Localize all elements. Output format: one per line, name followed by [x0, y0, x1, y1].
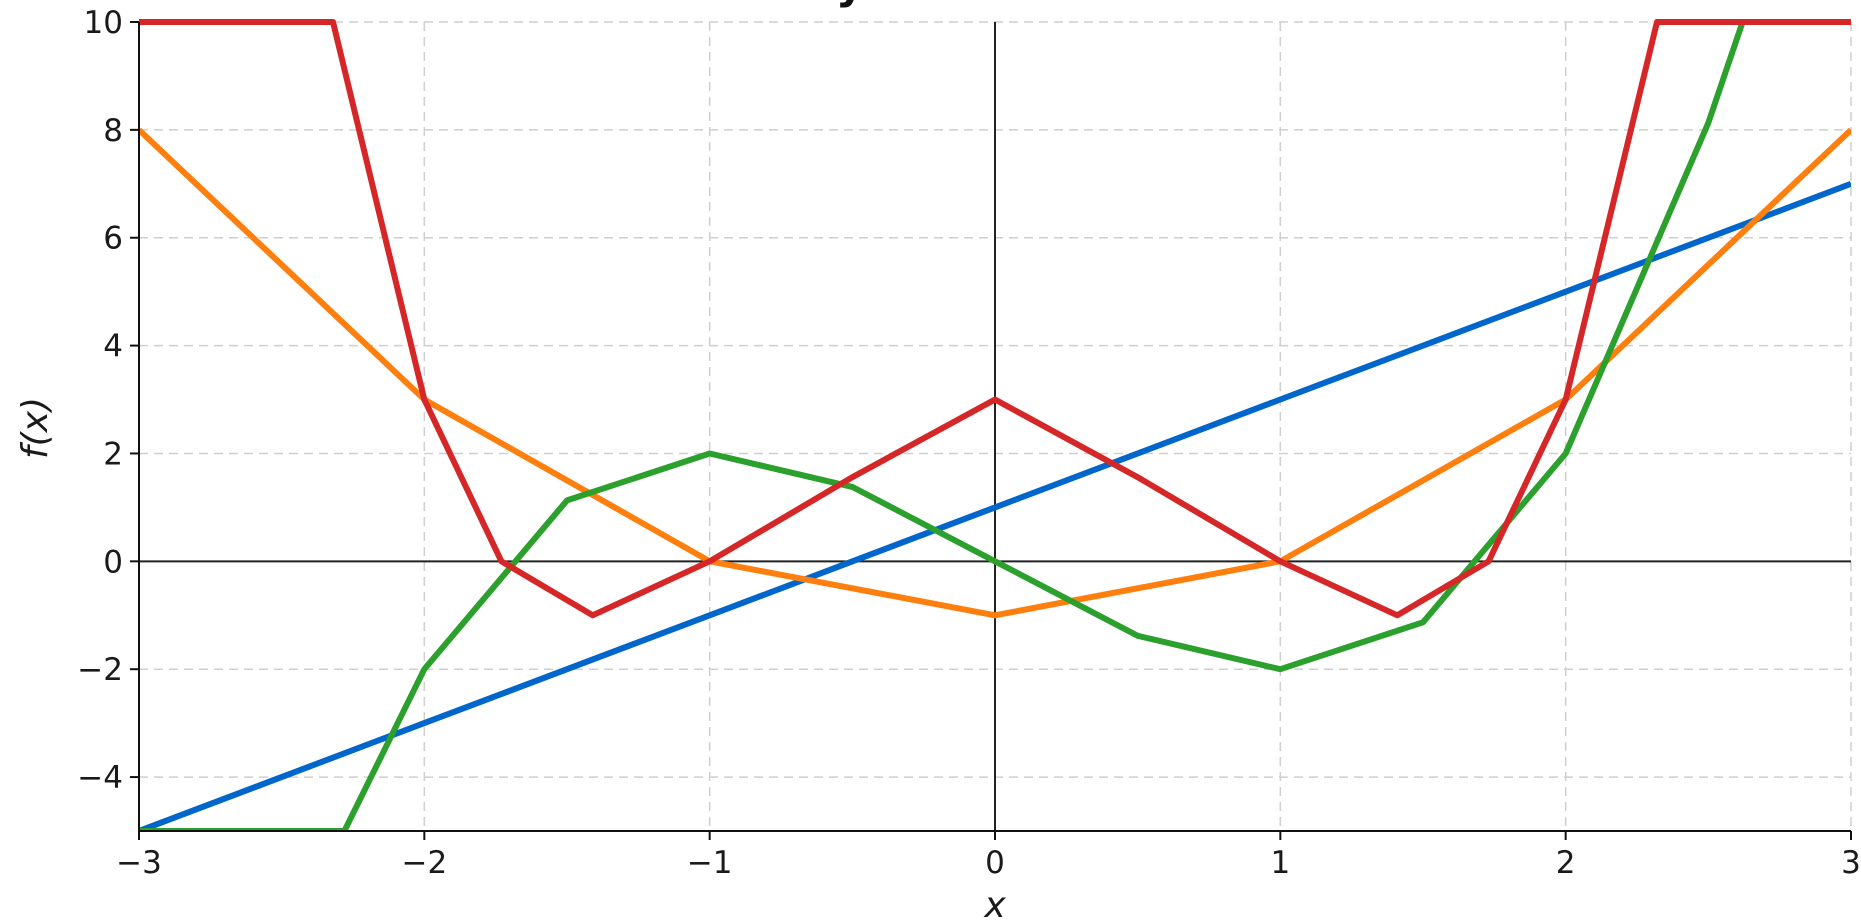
axis-ticks: −3 −2 −1 0 1 2 3 −4 −2 0 2 4 6 8 10 — [77, 5, 1861, 881]
x-tick-label: 2 — [1556, 845, 1576, 881]
zero-lines — [139, 22, 1851, 831]
y-tick-label: 8 — [103, 113, 123, 149]
y-axis-label: f(x) — [15, 397, 56, 459]
y-tick-label: 10 — [84, 5, 123, 41]
chart-title: Polynomfunktionen — [758, 0, 1242, 9]
x-tick-label: 3 — [1841, 845, 1861, 881]
x-tick-label: 1 — [1270, 845, 1290, 881]
series-line-1 — [139, 180, 1851, 831]
y-tick-label: 0 — [103, 544, 123, 580]
x-tick-label: 0 — [985, 845, 1005, 881]
series-line-3 — [139, 19, 1851, 831]
y-tick-label: −2 — [77, 652, 123, 688]
x-tick-label: −2 — [401, 845, 447, 881]
x-tick-label: −1 — [687, 845, 733, 881]
y-tick-label: 2 — [103, 436, 123, 472]
series-lines — [139, 19, 1851, 831]
y-tick-label: 4 — [103, 329, 123, 365]
x-tick-label: −3 — [116, 845, 162, 881]
series-line-4 — [139, 19, 1851, 619]
y-tick-label: 6 — [103, 221, 123, 257]
x-axis-label: x — [983, 885, 1006, 924]
y-tick-label: −4 — [77, 760, 123, 796]
